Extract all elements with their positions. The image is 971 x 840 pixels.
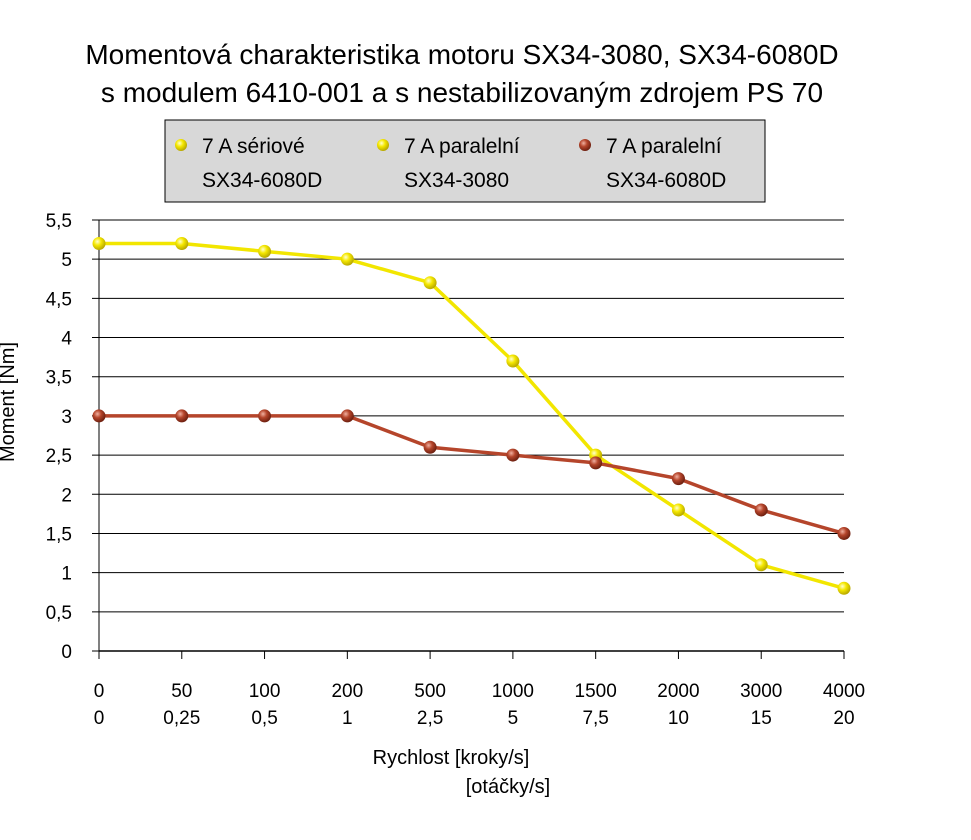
x-tick-label-steps: 50 xyxy=(171,681,192,702)
data-point xyxy=(671,503,685,517)
legend-label-3-line-1: 7 A paralelní xyxy=(606,135,722,158)
y-tick-label: 2 xyxy=(61,485,72,506)
x-tick-label-steps: 100 xyxy=(249,681,281,702)
x-tick-label-steps: 200 xyxy=(331,681,363,702)
legend-label-1-line-1: 7 A sériové xyxy=(202,135,305,158)
legend-box xyxy=(164,119,766,203)
x-tick-label-rev: 2,5 xyxy=(417,708,443,729)
x-tick-label-rev: 0 xyxy=(94,708,105,729)
legend-entry-2: 7 A paralelní SX34-3080 xyxy=(377,135,520,192)
series-line xyxy=(99,241,845,590)
legend-entry-1: 7 A sériové SX34-6080D xyxy=(175,135,322,192)
chart-title: Momentová charakteristika motoru SX34-30… xyxy=(85,39,838,108)
x-tick-labels: 00500,251000,520015002,51000515007,52000… xyxy=(94,681,865,729)
chart-title-line-2: s modulem 6410-001 a s nestabilizovaným … xyxy=(101,77,823,108)
y-tick-label: 4 xyxy=(61,329,72,350)
y-tick-label: 0 xyxy=(61,642,72,663)
legend-marker-2 xyxy=(377,139,389,151)
x-tick-label-steps: 1500 xyxy=(575,681,617,702)
data-point xyxy=(837,581,851,595)
y-tick-label: 2,5 xyxy=(46,446,72,467)
y-tick-label: 1,5 xyxy=(46,524,72,545)
axes xyxy=(98,220,845,659)
data-point xyxy=(506,448,520,462)
data-point xyxy=(92,409,106,423)
x-tick-label-rev: 20 xyxy=(833,708,854,729)
data-point xyxy=(423,276,437,290)
legend-marker-3 xyxy=(579,139,591,151)
data-point xyxy=(340,409,354,423)
x-tick-label-rev: 0,5 xyxy=(251,708,277,729)
x-tick-label-steps: 500 xyxy=(414,681,446,702)
y-tick-label: 4,5 xyxy=(46,289,72,310)
gridlines xyxy=(92,219,844,652)
data-point xyxy=(258,244,272,258)
series-2 xyxy=(92,237,851,595)
x-tick-label-rev: 10 xyxy=(668,708,689,729)
data-point xyxy=(754,558,768,572)
y-tick-label: 1 xyxy=(61,564,72,585)
y-tick-label: 5 xyxy=(61,250,72,271)
y-tick-labels: 0 0,5 1 1,5 2 2,5 3 3,5 4 4,5 5 5,5 xyxy=(46,211,73,663)
x-tick-label-rev: 15 xyxy=(751,708,772,729)
x-tick-label-steps: 0 xyxy=(94,681,105,702)
y-axis-label: Moment [Nm] xyxy=(0,342,19,462)
x-tick-label-steps: 3000 xyxy=(740,681,782,702)
data-point xyxy=(92,237,106,251)
legend-marker-1 xyxy=(175,139,187,151)
data-point xyxy=(754,503,768,517)
data-point xyxy=(589,456,603,470)
legend-label-2-line-1: 7 A paralelní xyxy=(404,135,520,158)
data-point xyxy=(175,237,189,251)
y-tick-label: 3,5 xyxy=(46,368,72,389)
legend-label-1-line-2: SX34-6080D xyxy=(202,169,322,192)
x-tick-label-rev: 1 xyxy=(342,708,353,729)
x-tick-label-rev: 0,25 xyxy=(163,708,200,729)
data-point xyxy=(258,409,272,423)
y-tick-label: 3 xyxy=(61,407,72,428)
y-tick-label: 5,5 xyxy=(46,211,72,232)
legend: 7 A sériové SX34-6080D 7 A paralelní SX3… xyxy=(164,119,766,203)
data-point xyxy=(175,409,189,423)
legend-entry-3: 7 A paralelní SX34-6080D xyxy=(579,135,726,192)
x-tick-label-rev: 7,5 xyxy=(582,708,608,729)
y-tick-label: 0,5 xyxy=(46,603,72,624)
x-tick-label-steps: 4000 xyxy=(823,681,865,702)
x-axis-label-line-1: Rychlost [kroky/s] xyxy=(373,747,530,769)
data-point xyxy=(506,354,520,368)
chart-title-line-1: Momentová charakteristika motoru SX34-30… xyxy=(85,39,838,70)
x-axis-label-line-2: [otáčky/s] xyxy=(466,776,550,798)
data-point xyxy=(423,440,437,454)
x-tick-label-rev: 5 xyxy=(508,708,519,729)
data-point xyxy=(837,526,851,540)
series-3 xyxy=(92,409,851,540)
data-point xyxy=(340,252,354,266)
x-tick-label-steps: 2000 xyxy=(657,681,699,702)
series xyxy=(92,237,851,595)
legend-label-2-line-2: SX34-3080 xyxy=(404,169,509,192)
legend-label-3-line-2: SX34-6080D xyxy=(606,169,726,192)
series-line xyxy=(99,414,845,536)
x-tick-label-steps: 1000 xyxy=(492,681,534,702)
data-point xyxy=(671,472,685,486)
